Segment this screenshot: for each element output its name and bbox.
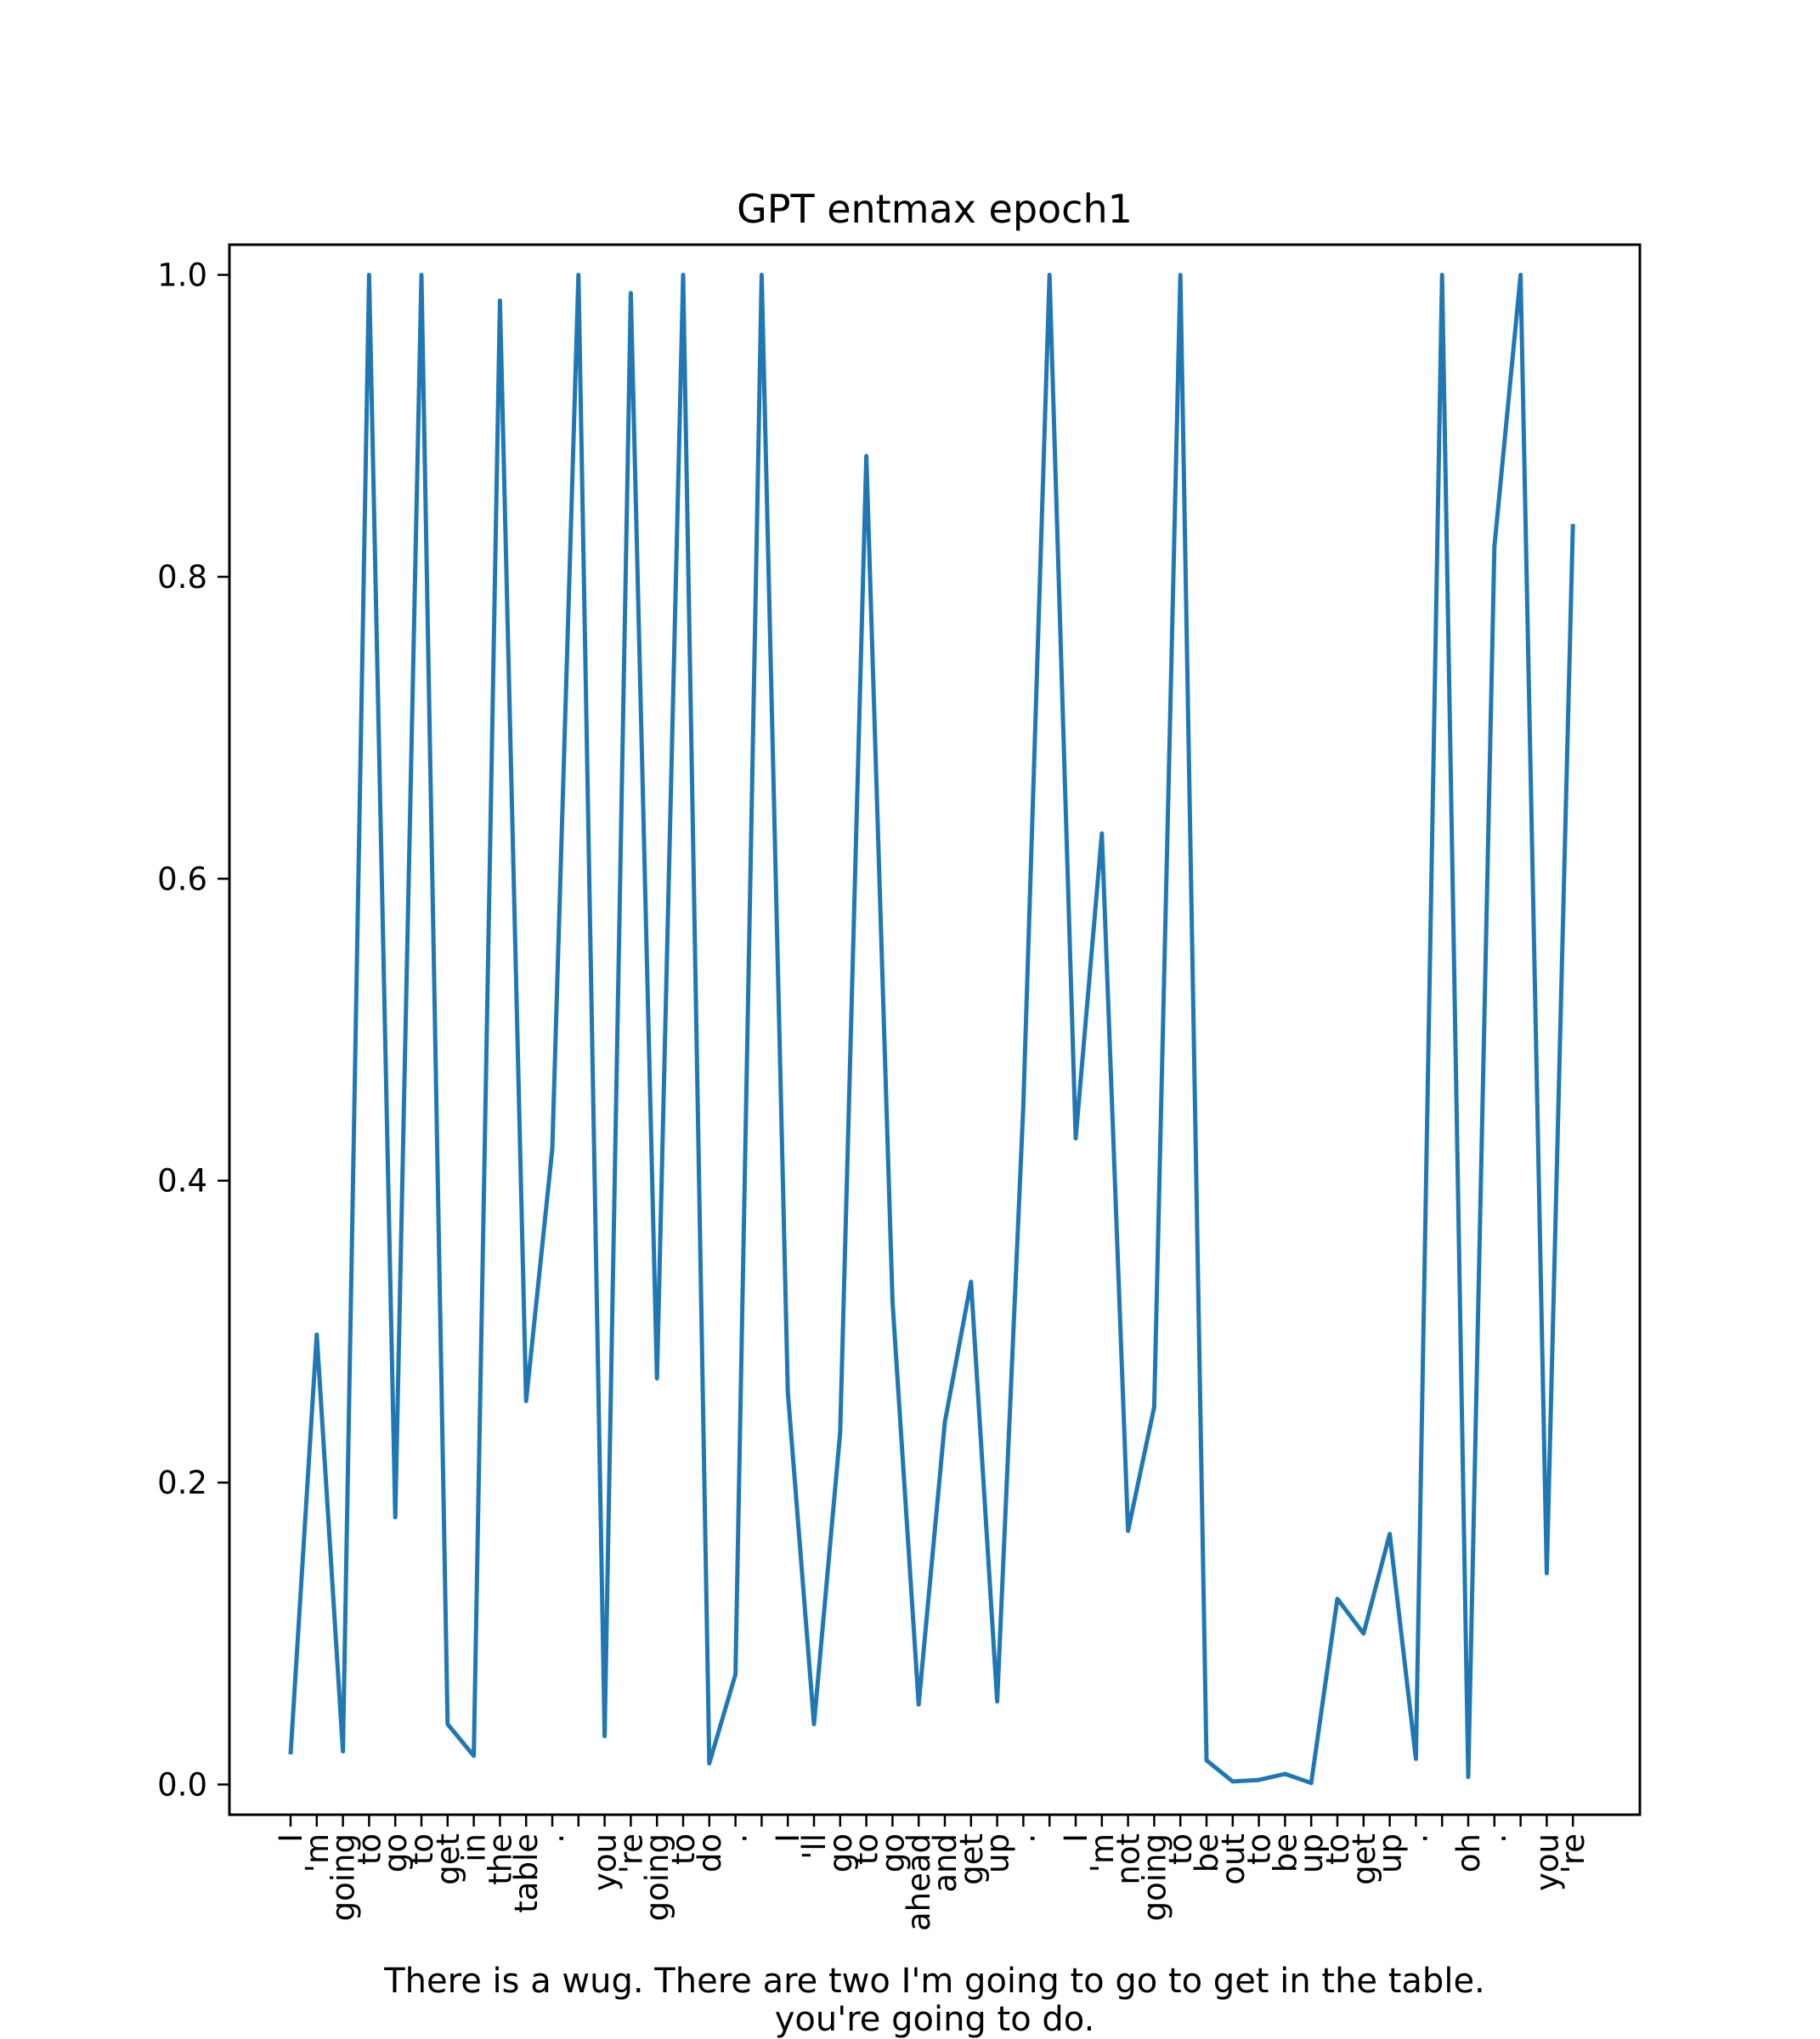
x-axis-label-line-2: you're going to do. [775,2000,1095,2039]
y-axis: 0.0 0.2 0.4 0.6 0.8 1.0 [157,257,229,1803]
x-tick-label: . [718,1833,755,1844]
x-tick-label: up [980,1833,1016,1873]
x-tick-label: I [1058,1833,1094,1843]
x-tick-label: to [1162,1833,1199,1865]
x-tick-label: 'm [299,1833,336,1872]
x-tick-label: 'm [1084,1833,1121,1872]
y-tick-label: 0.8 [157,559,207,596]
x-tick-label: be [1267,1833,1303,1872]
x-tick-label: I [770,1833,806,1843]
x-tick-label: . [1477,1833,1513,1844]
plot-area-frame [228,243,1642,1816]
x-tick-label: to [849,1833,885,1865]
x-tick-label: go [377,1833,414,1872]
x-tick-label: do [692,1833,728,1872]
x-tick-label: you [1529,1833,1565,1891]
x-tick-label: the [482,1833,518,1885]
x-tick-label: 'll [796,1833,833,1860]
x-axis-label-line-1: There is a wug. There are two I'm going … [383,1962,1485,2001]
x-tick-label: I [273,1833,309,1843]
x-tick-label: ahead [901,1833,937,1931]
x-tick-label: . [1398,1833,1434,1844]
y-tick-label: 1.0 [157,257,207,294]
x-tick-label: get [430,1833,466,1885]
x-tick-label: going [1136,1833,1173,1921]
x-tick-label: be [1189,1833,1225,1872]
x-tick-label: get [953,1833,990,1885]
data-series-line [288,273,1575,1786]
x-tick-label: up [1293,1833,1330,1873]
x-tick-label: oh [1450,1833,1487,1872]
x-tick-label: out [1215,1833,1252,1885]
y-tick-label: 0.4 [157,1163,207,1200]
x-tick-label: to [404,1833,440,1865]
x-tick-label: going [325,1833,362,1921]
x-tick-label: not [1111,1833,1147,1885]
x-tick-label: get [1346,1833,1382,1885]
x-tick-label: in [456,1833,493,1862]
y-tick-label: 0.0 [157,1766,207,1803]
x-tick-label: and [927,1833,964,1893]
x-tick-label: . [534,1833,571,1844]
x-tick-label: table [508,1833,545,1913]
x-tick-label: up [1372,1833,1409,1873]
chart-title: GPT entmax epoch1 [737,186,1133,232]
y-tick-label: 0.6 [157,861,207,897]
x-tick-label: you [587,1833,624,1891]
x-tick-label: to [1320,1833,1356,1865]
x-tick-label: to [665,1833,702,1865]
x-tick-label: 're [1555,1833,1591,1873]
x-tick-label: to [351,1833,387,1865]
x-tick-label: to [1241,1833,1278,1865]
x-tick-label: 're [613,1833,649,1873]
x-tick-label: . [1005,1833,1042,1844]
x-tick-label: going [639,1833,675,1921]
y-tick-label: 0.2 [157,1465,207,1501]
x-tick-label: go [822,1833,859,1872]
x-tick-label: go [874,1833,911,1872]
